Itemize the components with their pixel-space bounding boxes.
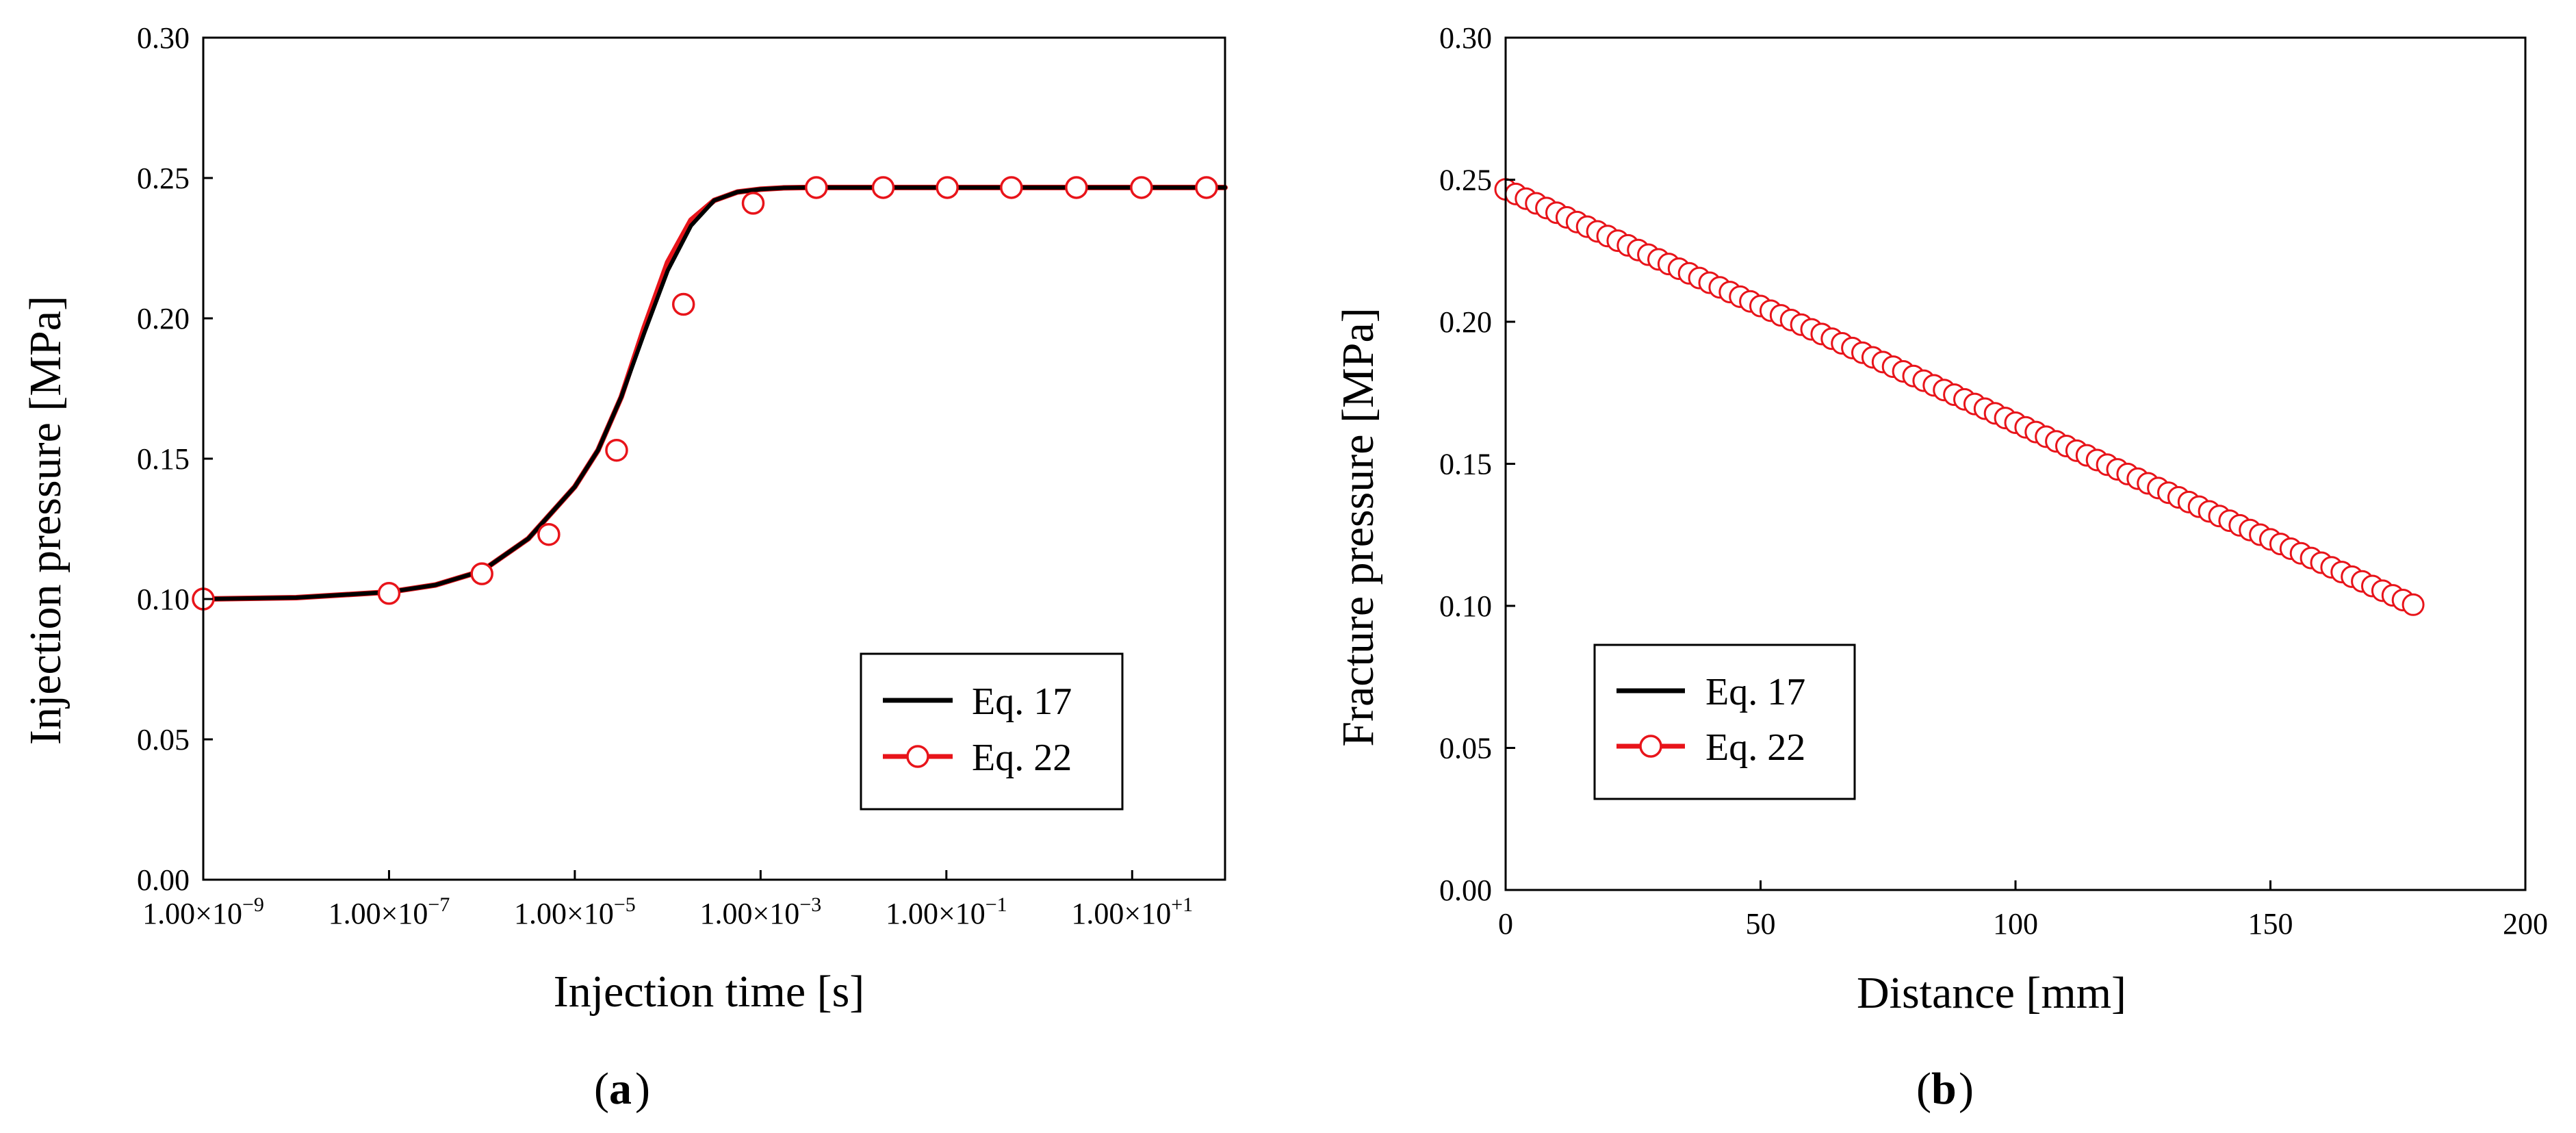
chart-b-legend-eq17-label: Eq. 17: [1705, 671, 1805, 713]
chart-b-y-ticks: 0.00 0.05 0.10 0.15 0.20 0.25 0.30: [1439, 21, 1515, 907]
chart-b-series-markers: [1494, 178, 2425, 616]
chart-a-legend-eq17-label: Eq. 17: [972, 680, 1072, 723]
chart-b-x-tick-label: 200: [2503, 907, 2548, 941]
chart-b-legend: Eq. 17 Eq. 22: [1593, 644, 1856, 800]
chart-b-y-tick-label: 0.05: [1439, 732, 1492, 765]
chart-a-y-tick-label: 0.05: [137, 723, 190, 756]
chart-b-x-tick-label: 100: [1993, 907, 2038, 941]
chart-a-eq22-point: [470, 562, 493, 585]
chart-a-eq22-point: [871, 176, 895, 199]
chart-a-line-eq17: [201, 185, 1227, 601]
svg-text:(: (: [594, 1064, 609, 1114]
chart-b-x-tick-label: 150: [2248, 907, 2293, 941]
chart-b-x-tick-label: 0: [1498, 907, 1513, 941]
chart-a-eq22-point: [377, 582, 401, 605]
chart-a-series-lines: [201, 184, 1228, 602]
chart-b-y-tick-label: 0.00: [1439, 874, 1492, 907]
chart-a-legend-eq22-marker: [906, 745, 929, 768]
chart-b-y-tick-label: 0.30: [1439, 21, 1492, 55]
chart-a-y-tick-label: 0.25: [137, 162, 190, 195]
chart-a-eq22-point: [805, 176, 828, 199]
svg-text:): ): [635, 1064, 650, 1114]
chart-b-legend-box: [1593, 644, 1856, 800]
chart-a-y-tick-label: 0.30: [137, 21, 190, 55]
chart-a-eq22-point: [1000, 176, 1023, 199]
chart-a-series-markers: [192, 176, 1218, 611]
chart-a-panel-label: ( a ): [594, 1064, 650, 1114]
chart-a-eq22-point: [741, 192, 765, 215]
svg-text:(: (: [1916, 1064, 1931, 1114]
svg-text:): ): [1959, 1064, 1974, 1114]
chart-b-y-tick-label: 0.20: [1439, 305, 1492, 339]
chart-panel-a: 0.000.050.100.150.200.250.30 1.00×10−9 1.…: [21, 21, 1228, 1114]
chart-b-eq22-point: [2401, 593, 2425, 616]
chart-a-x-ticks: 1.00×10−9 1.00×10−7 1.00×10−5 1.00×10−3 1.00…: [142, 870, 1193, 930]
chart-a-x-tick-label: 1.00×10−5: [514, 893, 636, 930]
chart-a-x-tick-label: 1.00×10−7: [329, 893, 450, 930]
chart-a-x-tick-label: 1.00×10+1: [1071, 893, 1193, 930]
chart-a-legend-eq22-label: Eq. 22: [972, 737, 1072, 779]
chart-b-y-tick-label: 0.15: [1439, 448, 1492, 481]
chart-panel-b: 0.00 0.05 0.10 0.15 0.20 0.25 0.30 0 50 100 150 20…: [1333, 21, 2548, 1114]
chart-a-y-tick-label: 0.15: [137, 442, 190, 476]
chart-b-x-ticks: 0 50 100 150 200: [1498, 880, 2548, 941]
chart-b-x-axis-label: Distance [mm]: [1857, 968, 2126, 1018]
chart-a-y-tick-label: 0.00: [137, 863, 190, 897]
chart-a-x-tick-label: 1.00×10−3: [699, 893, 821, 930]
chart-a-y-tick-label: 0.20: [137, 302, 190, 335]
chart-a-y-ticks: 0.00 0.05 0.10 0.15 0.20 0.25 0.30: [137, 21, 213, 897]
chart-b-y-tick-label: 0.25: [1439, 164, 1492, 197]
chart-a-eq22-point: [671, 292, 695, 316]
chart-b-x-tick-label: 50: [1746, 907, 1776, 941]
chart-a-eq22-point: [605, 438, 628, 462]
chart-a-x-tick-label: 1.00×10−9: [142, 893, 264, 930]
svg-text:a: a: [609, 1064, 632, 1114]
chart-a-y-tick-label: 0.10: [137, 583, 190, 616]
chart-b-y-axis-label: Fracture pressure [MPa]: [1333, 307, 1383, 746]
chart-a-legend-box: [860, 652, 1124, 811]
chart-b-panel-label: ( b ): [1916, 1064, 1974, 1114]
chart-b-y-tick-label: 0.10: [1439, 589, 1492, 623]
chart-a-eq22-point: [537, 522, 561, 546]
chart-a-legend: Eq. 17 Eq. 22: [860, 652, 1124, 811]
chart-a-eq22-point: [1065, 176, 1088, 199]
chart-a-x-tick-label: 1.00×10−1: [886, 893, 1007, 930]
chart-a-x-axis-label: Injection time [s]: [554, 967, 865, 1017]
chart-a-y-axis-label: Injection pressure [MPa]: [21, 296, 70, 745]
svg-text:b: b: [1931, 1064, 1957, 1114]
chart-b-legend-eq22-marker: [1639, 735, 1662, 758]
chart-a-line-eq22: [201, 184, 1228, 602]
chart-a-eq22-point: [936, 176, 959, 199]
chart-a-eq22-point: [1195, 176, 1218, 199]
chart-a-eq22-point: [1130, 176, 1153, 199]
chart-b-legend-eq22-label: Eq. 22: [1705, 726, 1805, 769]
